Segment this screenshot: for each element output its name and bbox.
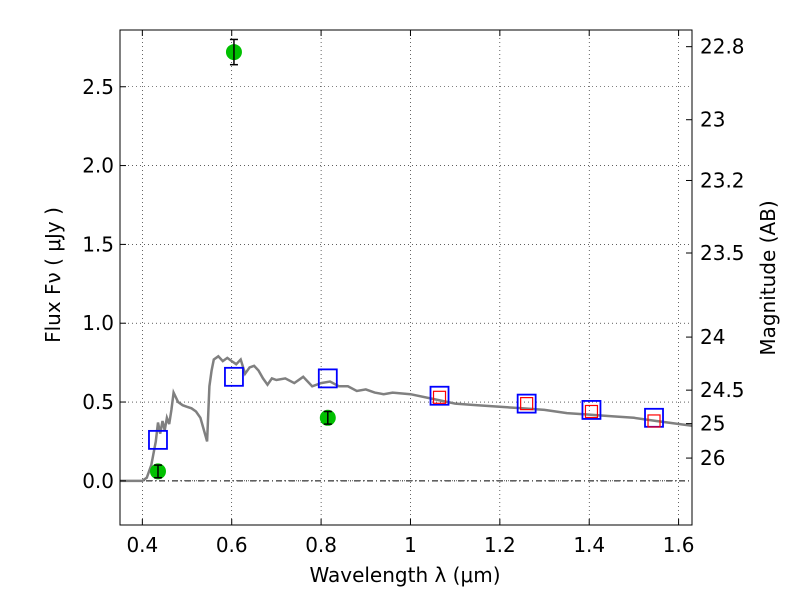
x-axis-label: Wavelength λ (μm)	[309, 563, 500, 587]
model-photometry-marker	[317, 368, 338, 389]
plot-area	[120, 38, 692, 483]
y-tick-label: 2.5	[82, 75, 114, 99]
observed-photometry-marker	[584, 404, 599, 419]
mag-tick-label: 23.2	[700, 168, 745, 192]
y-tick-label: 0.5	[82, 390, 114, 414]
observed-photometry-marker	[520, 397, 534, 411]
y-tick-label: 0.0	[82, 469, 114, 493]
mag-tick-label: 23	[700, 108, 725, 132]
right-axis-label: Magnitude (AB)	[756, 200, 780, 355]
y-tick-label: 1.0	[82, 311, 114, 335]
mag-tick-label: 24	[700, 325, 725, 349]
sed-model-line	[120, 354, 692, 483]
x-tick-label: 1.6	[663, 533, 695, 557]
mag-tick-label: 22.8	[700, 35, 745, 59]
plot-clip-group	[120, 38, 692, 483]
axis-ticks: 0.4 0.6 0.8 1 1.2 1.4 1.6 0.0 0.5 1.0 1.5 2.0 2.5 22.…	[82, 30, 745, 557]
model-photometry-marker	[224, 366, 244, 387]
y-tick-label: 1.5	[82, 232, 114, 256]
model-photometry-marker	[581, 400, 602, 420]
observed-photometry-marker	[432, 390, 447, 404]
x-tick-label: 0.4	[126, 533, 158, 557]
model-photometry-marker	[148, 429, 168, 450]
observed-photometry-marker	[647, 414, 661, 428]
y-axis-label: Flux Fν ( μJy )	[41, 207, 65, 343]
y-tick-label: 2.0	[82, 154, 114, 178]
model-photometry-marker	[429, 385, 450, 406]
mag-tick-label: 23.5	[700, 241, 745, 265]
mag-tick-label: 26	[700, 446, 725, 470]
mag-tick-label: 24.5	[700, 378, 745, 402]
x-tick-label: 1.4	[573, 533, 605, 557]
model-photometry-marker	[516, 393, 537, 414]
axes-frame	[119, 29, 693, 526]
x-tick-label: 1	[404, 533, 417, 557]
mag-tick-label: 25	[700, 412, 725, 436]
x-tick-label: 1.2	[484, 533, 516, 557]
gridlines	[120, 30, 692, 525]
x-tick-label: 0.8	[305, 533, 337, 557]
x-tick-label: 0.6	[216, 533, 248, 557]
